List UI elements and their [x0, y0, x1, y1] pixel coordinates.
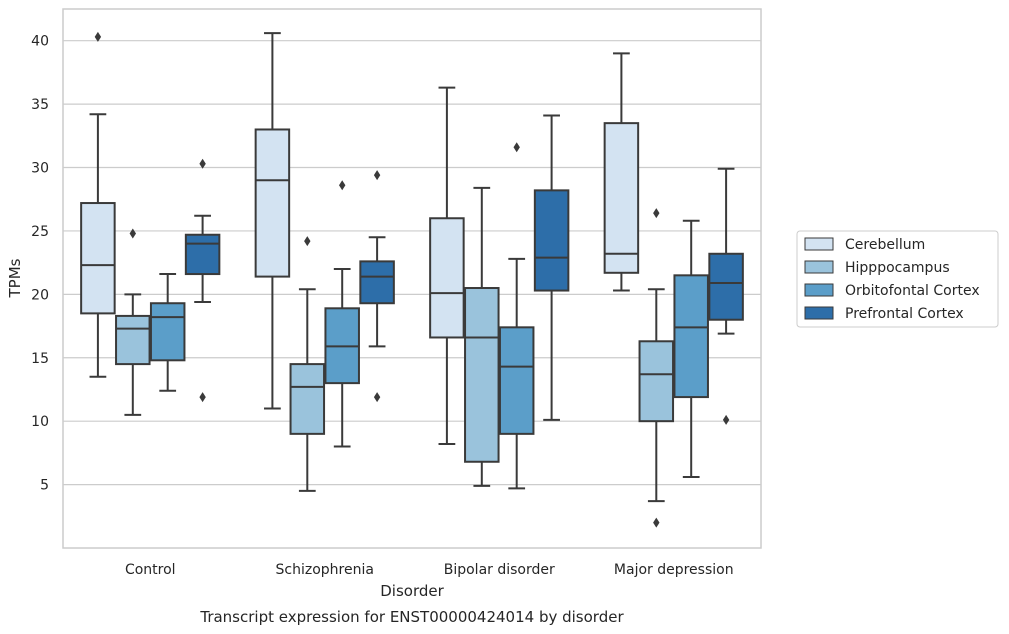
x-tick-label: Bipolar disorder [444, 562, 555, 578]
box-prefrontal-cortex [533, 114, 570, 421]
y-tick-label: 25 [31, 224, 49, 240]
legend-swatch [804, 237, 834, 251]
box-iqr [464, 287, 500, 463]
box-prefrontal-cortex [359, 170, 395, 403]
box-cerebellum [429, 86, 465, 446]
x-tick-label: Control [125, 562, 176, 578]
outlier-point [94, 31, 102, 42]
box-orbitofontal-cortex [498, 142, 535, 490]
box-orbitofontal-cortex [149, 273, 186, 392]
box-cerebellum [254, 32, 291, 410]
box-hipppocampus [289, 236, 326, 492]
legend-entry: Hipppocampus [845, 260, 950, 276]
box-prefrontal-cortex [184, 158, 221, 403]
box-groups [80, 31, 744, 528]
box-cerebellum [80, 31, 116, 378]
box-iqr [429, 217, 465, 339]
box-hipppocampus [638, 208, 675, 528]
x-tick-label: Schizophrenia [276, 562, 374, 578]
outlier-point [373, 392, 381, 403]
legend-entry: Orbitofontal Cortex [845, 283, 980, 299]
x-axis-label: Disorder [380, 582, 444, 600]
box-iqr [708, 252, 744, 321]
box-iqr [533, 189, 570, 292]
y-tick-label: 5 [40, 478, 49, 494]
y-tick-label: 40 [31, 34, 49, 50]
outlier-point [304, 236, 311, 247]
box-iqr [638, 340, 675, 423]
y-tick-label: 15 [31, 351, 49, 367]
legend-swatch [804, 283, 834, 297]
outlier-point [653, 517, 660, 528]
box-iqr [603, 122, 640, 274]
outlier-point [199, 158, 206, 169]
box-iqr [498, 326, 535, 435]
chart-caption: Transcript expression for ENST0000042401… [199, 608, 624, 626]
x-tick-labels: Control Schizophrenia Bipolar disorder Majo… [125, 562, 734, 578]
outlier-point [339, 180, 346, 191]
outlier-point [653, 208, 660, 219]
legend-swatch [804, 260, 834, 274]
legend-entry: Prefrontal Cortex [845, 306, 964, 322]
x-tick-label: Major depression [614, 562, 734, 578]
y-tick-label: 10 [31, 414, 49, 430]
box-iqr [115, 314, 151, 366]
box-orbitofontal-cortex [673, 219, 709, 478]
outlier-point [129, 228, 136, 239]
box-orbitofontal-cortex [324, 180, 360, 448]
box-iqr [184, 233, 221, 276]
legend: Cerebellum Hipppocampus Orbitofontal Corte… [796, 230, 999, 328]
box-iqr [149, 302, 186, 362]
box-cerebellum [603, 52, 640, 292]
box-iqr [673, 274, 709, 399]
box-iqr [254, 128, 291, 278]
outlier-point [722, 414, 730, 425]
box-iqr [289, 363, 326, 435]
y-tick-labels: 5 10 15 20 25 30 35 40 [31, 34, 49, 494]
y-tick-label: 20 [31, 287, 49, 303]
outlier-point [199, 392, 206, 403]
box-iqr [80, 202, 116, 315]
box-hipppocampus [115, 228, 151, 416]
box-hipppocampus [464, 186, 500, 487]
y-axis-label: TPMs [6, 258, 24, 298]
legend-entry: Cerebellum [845, 237, 925, 253]
y-tick-label: 35 [31, 97, 49, 113]
y-tick-label: 30 [31, 161, 49, 177]
plot-area [62, 8, 762, 549]
box-iqr [359, 260, 395, 305]
box-prefrontal-cortex [708, 167, 744, 425]
legend-swatch [804, 306, 834, 320]
outlier-point [513, 142, 520, 153]
legend-frame [796, 230, 999, 328]
outlier-point [373, 170, 381, 181]
